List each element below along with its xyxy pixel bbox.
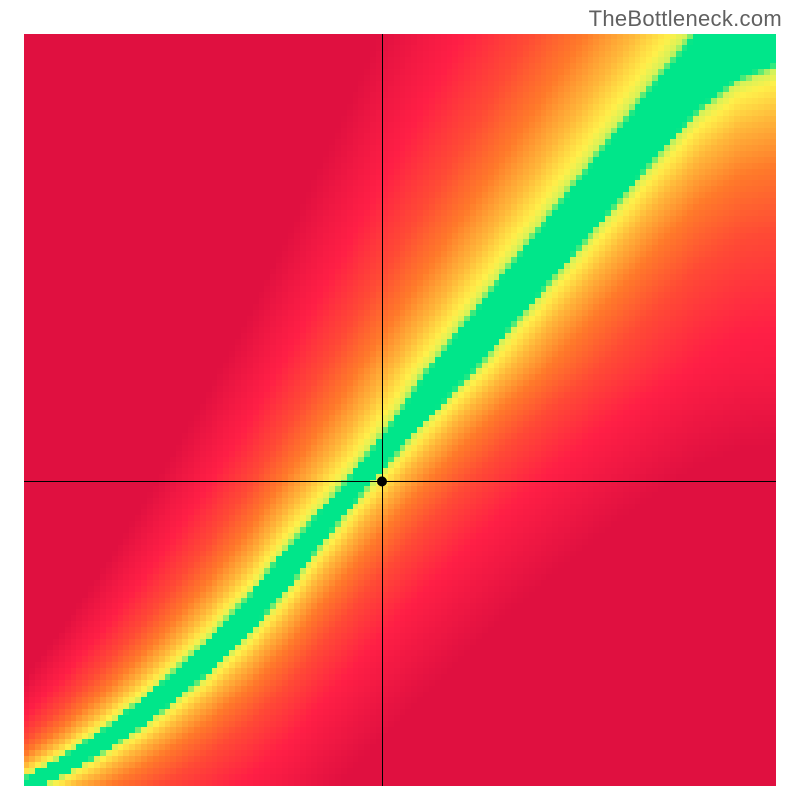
watermark-text: TheBottleneck.com [589,6,782,32]
heatmap-chart [24,34,776,786]
chart-container: TheBottleneck.com [0,0,800,800]
